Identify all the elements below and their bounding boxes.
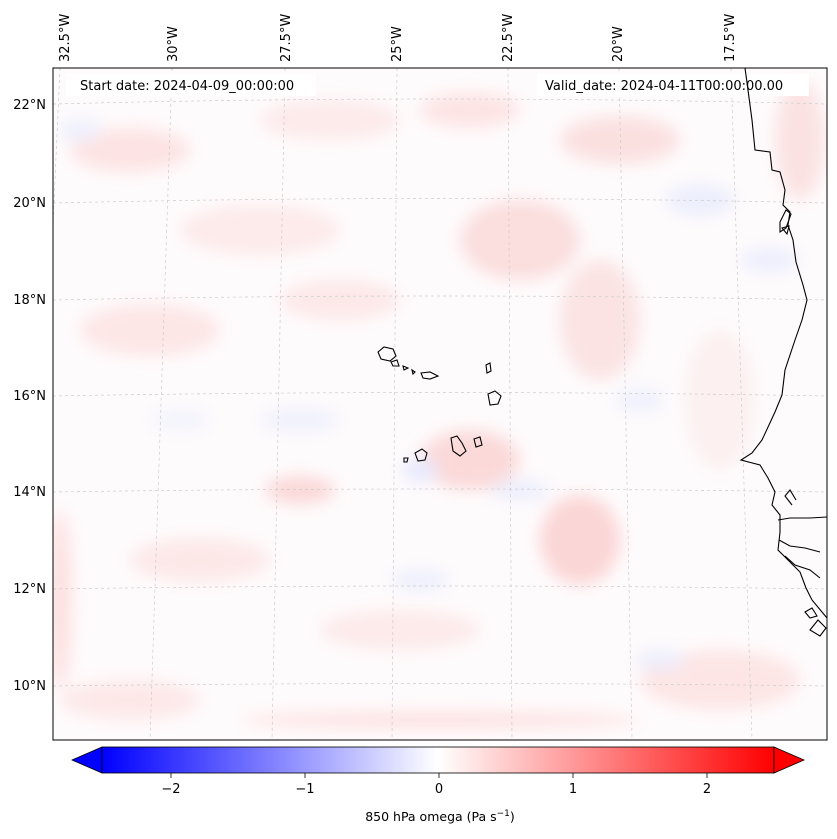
lon-axis-labels: 32.5°W 30°W 27.5°W 25°W 22.5°W 20°W 17.5…: [58, 14, 738, 62]
omega-field: [53, 80, 825, 728]
start-date-label: Start date: 2024-04-09_00:00:00: [80, 79, 294, 94]
lon-label-30w: 30°W: [166, 26, 181, 62]
colorbar-label: 850 hPa omega (Pa s−1): [365, 809, 515, 824]
lon-label-32-5w: 32.5°W: [58, 14, 73, 62]
lat-label-10n: 10°N: [13, 679, 46, 694]
lat-label-20n: 20°N: [13, 196, 46, 211]
lon-label-20w: 20°W: [611, 26, 626, 62]
lat-axis-labels: 22°N 20°N 18°N 16°N 14°N 12°N 10°N: [13, 98, 46, 694]
colorbar: −2 −1 0 1 2 850 hPa omega (Pa s−1): [70, 746, 806, 824]
lon-label-25w: 25°W: [390, 26, 405, 62]
valid-date-label: Valid_date: 2024-04-11T00:00:00.00: [545, 79, 783, 94]
lat-label-14n: 14°N: [13, 485, 46, 500]
colorbar-tick-1: 1: [569, 782, 577, 797]
lat-label-18n: 18°N: [13, 293, 46, 308]
colorbar-gradient: [101, 746, 775, 774]
coastline: [377, 68, 827, 637]
map-frame: [52, 67, 828, 741]
graticule: [53, 68, 827, 740]
colorbar-tick-neg2: −2: [161, 782, 180, 797]
valid-date-box: [537, 74, 809, 96]
lat-label-12n: 12°N: [13, 582, 46, 597]
lat-label-16n: 16°N: [13, 389, 46, 404]
colorbar-tick-neg1: −1: [295, 782, 314, 797]
start-date-box: [66, 74, 316, 96]
lat-label-22n: 22°N: [13, 98, 46, 113]
lon-label-27-5w: 27.5°W: [279, 14, 294, 62]
colorbar-tick-2: 2: [703, 782, 711, 797]
colorbar-min-extend: [70, 746, 103, 774]
lon-label-17-5w: 17.5°W: [723, 14, 738, 62]
lon-label-22-5w: 22.5°W: [501, 14, 516, 62]
colorbar-tick-0: 0: [435, 782, 443, 797]
map-panel: Start date: 2024-04-09_00:00:00 Valid_da…: [53, 68, 827, 740]
colorbar-max-extend: [773, 746, 806, 774]
